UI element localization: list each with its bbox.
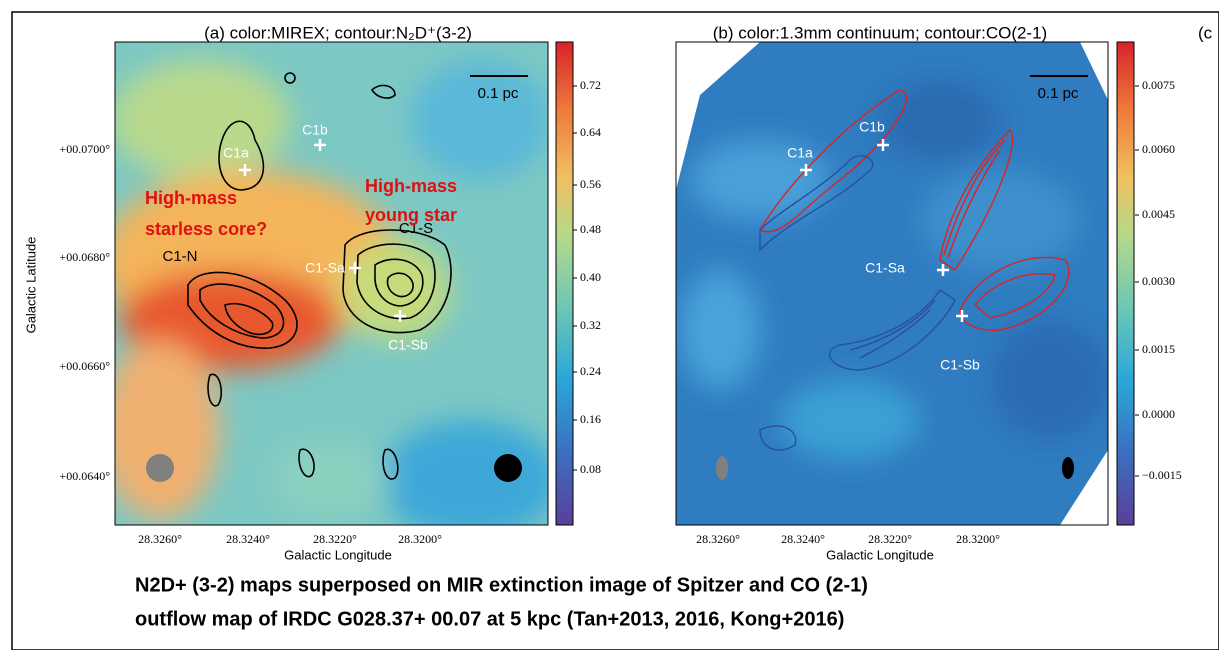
slide-border — [11, 11, 1219, 650]
colorbar — [555, 41, 574, 526]
x-tick-label: 28.3200° — [398, 532, 442, 546]
colorbar-tick-label: 0.48 — [580, 222, 601, 236]
source-marker — [800, 164, 812, 176]
source-label: C1a — [787, 145, 813, 161]
source-marker — [394, 310, 406, 322]
x-axis-label: Galactic Longitude — [826, 547, 934, 562]
colorbar-tick-label: 0.32 — [580, 318, 601, 332]
source-label: C1a — [223, 145, 249, 161]
source-label: C1b — [859, 119, 885, 135]
colorbar — [1116, 41, 1135, 526]
y-tick-label: +00.0700° — [59, 142, 110, 156]
x-tick-label: 28.3260° — [138, 532, 182, 546]
scale-bar-label: 0.1 pc — [478, 85, 519, 102]
caption: N2D+ (3-2) maps superposed on MIR extinc… — [135, 574, 868, 596]
x-axis-label: Galactic Longitude — [284, 547, 392, 562]
source-label: C1-Sa — [865, 260, 905, 276]
x-tick-label: 28.3240° — [226, 532, 270, 546]
continuum-image — [676, 42, 1108, 525]
source-label: C1-Sb — [940, 357, 980, 373]
source-marker — [314, 139, 326, 151]
x-tick-label: 28.3220° — [868, 532, 912, 546]
colorbar-tick-label: 0.72 — [580, 78, 601, 92]
annotation: young star — [365, 205, 457, 225]
colorbar-tick-label: 0.24 — [580, 364, 601, 378]
source-label: C1-N — [162, 248, 197, 265]
colorbar-tick-label: 0.0075 — [1142, 78, 1175, 92]
source-marker — [877, 139, 889, 151]
colorbar-tick-label: 0.0015 — [1142, 342, 1175, 356]
annotation: starless core? — [145, 219, 267, 239]
source-label: C1-Sa — [305, 260, 345, 276]
colorbar-tick-label: 0.64 — [580, 125, 601, 139]
y-tick-label: +00.0660° — [59, 359, 110, 373]
next-panel-title: (c — [1198, 23, 1213, 42]
caption: outflow map of IRDC G028.37+ 00.07 at 5 … — [135, 608, 844, 630]
panel-a-frame — [114, 41, 549, 526]
source-marker — [956, 310, 968, 322]
colorbar-tick-label: 0.40 — [580, 270, 601, 284]
source-label: C1-S — [399, 220, 433, 237]
colorbar-tick-label: 0.0060 — [1142, 142, 1175, 156]
source-marker — [937, 264, 949, 276]
colorbar-tick-label: 0.16 — [580, 412, 601, 426]
colorbar-tick-label: −0.0015 — [1142, 468, 1182, 482]
colorbar-tick-label: 0.0030 — [1142, 274, 1175, 288]
annotation: High-mass — [365, 176, 457, 196]
colorbar-tick-label: 0.08 — [580, 462, 601, 476]
scale-bar-label: 0.1 pc — [1038, 85, 1079, 102]
y-tick-label: +00.0680° — [59, 250, 110, 264]
x-tick-label: 28.3220° — [313, 532, 357, 546]
annotation: High-mass — [145, 188, 237, 208]
panel-b-frame — [675, 41, 1109, 526]
x-tick-label: 28.3240° — [781, 532, 825, 546]
panel-title: (b) color:1.3mm continuum; contour:CO(2-… — [713, 23, 1047, 42]
source-marker — [349, 262, 361, 274]
y-axis-label: Galactic Latitude — [23, 237, 38, 334]
mirex-image — [115, 42, 548, 525]
panel-title: (a) color:MIREX; contour:N₂D⁺(3-2) — [204, 23, 472, 42]
x-tick-label: 28.3200° — [956, 532, 1000, 546]
y-tick-label: +00.0640° — [59, 469, 110, 483]
source-label: C1b — [302, 122, 328, 138]
colorbar-tick-label: 0.56 — [580, 177, 601, 191]
x-tick-label: 28.3260° — [696, 532, 740, 546]
colorbar-tick-label: 0.0045 — [1142, 207, 1175, 221]
source-label: C1-Sb — [388, 337, 428, 353]
source-marker — [239, 164, 251, 176]
colorbar-tick-label: 0.0000 — [1142, 407, 1175, 421]
